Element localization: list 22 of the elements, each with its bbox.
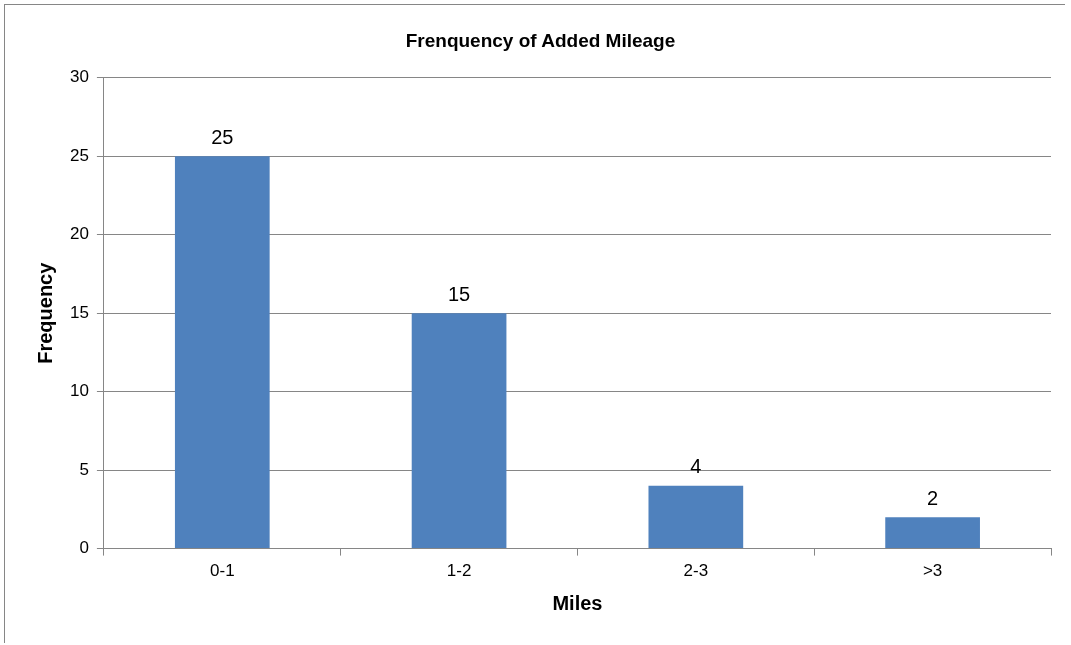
data-label: 2 [927,486,939,509]
x-tick-label: 0-1 [210,561,235,581]
chart-title: Frenquency of Added Mileage [405,29,676,51]
y-tick-label: 20 [69,224,89,244]
data-label: 4 [690,455,702,478]
y-tick-label: 0 [79,538,89,558]
bar [174,156,270,549]
x-tick-label: 2-3 [683,561,709,581]
y-tick-label: 10 [69,381,89,401]
bar [885,517,980,549]
y-tick-label: 5 [79,459,89,479]
y-tick-label: 30 [69,67,89,87]
data-label: 25 [211,125,234,148]
data-label: 15 [447,282,471,305]
bar [411,313,507,549]
x-tick-label: 1-2 [446,561,472,581]
y-tick-label: 15 [69,302,89,322]
x-tick-label: >3 [922,561,943,581]
x-axis-title: Miles [552,591,603,614]
y-tick-label: 25 [69,145,89,165]
y-axis-title: Frequency [33,261,56,364]
bar [648,485,744,549]
